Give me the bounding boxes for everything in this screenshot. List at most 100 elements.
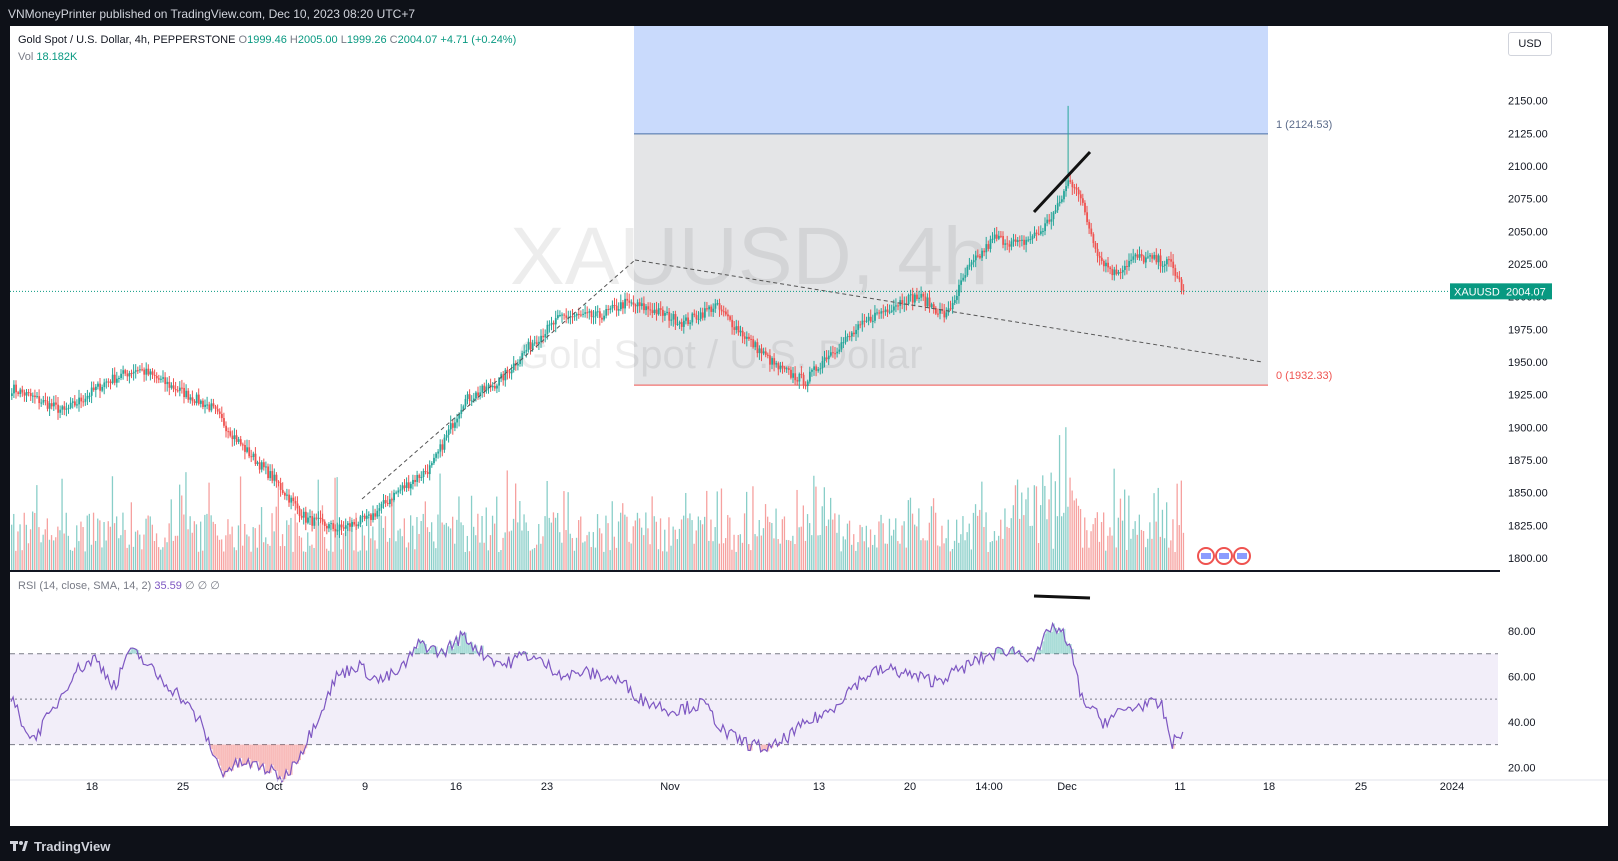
candle-body bbox=[267, 466, 269, 479]
candle-body bbox=[886, 309, 889, 313]
rsi-overbought-fill bbox=[128, 651, 131, 654]
candle-body bbox=[548, 324, 551, 326]
volume-bar bbox=[712, 541, 714, 570]
candle-body bbox=[617, 309, 620, 311]
volume-bar bbox=[1048, 499, 1050, 570]
volume-bar bbox=[172, 540, 174, 570]
volume-bar bbox=[53, 540, 55, 570]
volume-bar bbox=[823, 487, 825, 570]
rsi-overbought-fill bbox=[420, 642, 423, 654]
candle-body bbox=[964, 275, 967, 278]
symbol-description[interactable]: Gold Spot / U.S. Dollar, 4h, PEPPERSTONE bbox=[18, 34, 236, 46]
volume-bar bbox=[628, 541, 630, 570]
volume-bar bbox=[729, 517, 731, 570]
candle-body bbox=[1170, 259, 1172, 262]
chart-canvas[interactable]: 1 (2124.53) 0 (1932.33) XAUUSD, 4h Gold S… bbox=[10, 26, 1608, 826]
volume-bar bbox=[25, 524, 27, 570]
candle-body bbox=[391, 499, 393, 501]
candle-body bbox=[1067, 180, 1070, 187]
candle-body bbox=[907, 295, 910, 305]
candle-body bbox=[533, 342, 536, 344]
volume-bar bbox=[242, 545, 244, 570]
volume-bar bbox=[489, 535, 492, 570]
volume-bar bbox=[1042, 475, 1044, 570]
candle-body bbox=[844, 336, 847, 343]
candle-body bbox=[689, 322, 692, 324]
candle-body bbox=[368, 514, 370, 516]
candle-body bbox=[80, 397, 83, 402]
candle-body bbox=[59, 409, 62, 413]
volume-bar bbox=[452, 516, 454, 570]
currency-button[interactable]: USD bbox=[1508, 32, 1552, 56]
publisher-line: VNMoneyPrinter published on TradingView.… bbox=[8, 7, 416, 21]
volume-bar bbox=[647, 528, 649, 570]
volume-bar bbox=[256, 547, 258, 570]
rsi-overbought-fill bbox=[134, 648, 138, 654]
volume-bar bbox=[1094, 517, 1096, 570]
rsi-overbought-fill bbox=[454, 642, 457, 654]
rsi-oversold-fill bbox=[296, 744, 299, 764]
volume-bar bbox=[221, 539, 223, 570]
volume-bar bbox=[515, 483, 517, 570]
candle-body bbox=[655, 309, 658, 315]
candle-body bbox=[82, 401, 85, 403]
candle-body bbox=[44, 400, 47, 402]
candle-body bbox=[1128, 261, 1130, 267]
candle-body bbox=[958, 284, 960, 296]
volume-bar bbox=[277, 482, 279, 570]
volume-bar bbox=[313, 547, 315, 570]
watermark-symbol: XAUUSD, 4h bbox=[510, 211, 989, 302]
candle-body bbox=[464, 398, 467, 407]
volume-bar bbox=[899, 543, 901, 570]
volume-bar bbox=[869, 529, 872, 570]
open-label: O bbox=[238, 34, 248, 46]
volume-bar bbox=[483, 542, 485, 570]
candle-body bbox=[1000, 235, 1002, 237]
candle-body bbox=[372, 513, 374, 520]
volume-bar bbox=[706, 490, 708, 570]
candle-body bbox=[357, 524, 360, 527]
volume-bar bbox=[932, 498, 935, 570]
candle-body bbox=[458, 414, 461, 419]
candle-body bbox=[575, 313, 578, 316]
volume-bar bbox=[395, 541, 397, 570]
volume-bar bbox=[1155, 521, 1157, 570]
volume-bar bbox=[376, 548, 378, 570]
volume-bar bbox=[989, 542, 991, 570]
candle-body bbox=[588, 311, 591, 313]
chart-frame[interactable]: 1 (2124.53) 0 (1932.33) XAUUSD, 4h Gold S… bbox=[10, 26, 1608, 826]
candle-body bbox=[909, 294, 912, 296]
candle-body bbox=[166, 381, 169, 385]
volume-bar bbox=[1119, 498, 1122, 570]
candle-body bbox=[811, 369, 813, 372]
candle-body bbox=[878, 312, 881, 314]
candle-body bbox=[729, 316, 731, 320]
candle-body bbox=[475, 392, 477, 399]
candle-body bbox=[158, 378, 160, 380]
volume-bar bbox=[309, 545, 311, 570]
candle-body bbox=[443, 437, 446, 450]
volume-bar bbox=[437, 514, 439, 570]
rsi-label[interactable]: RSI (14, close, SMA, 14, 2) bbox=[18, 580, 152, 592]
candle-body bbox=[977, 255, 979, 257]
volume-bar bbox=[609, 550, 611, 570]
volume-bar bbox=[59, 530, 61, 570]
volume-bar bbox=[998, 535, 1000, 570]
candle-body bbox=[1130, 259, 1133, 262]
drawings-layer bbox=[10, 150, 1498, 600]
price-axis-tick: 2075.00 bbox=[1508, 194, 1548, 206]
volume-bar bbox=[607, 523, 609, 570]
candle-body bbox=[510, 369, 513, 374]
rsi-oversold-fill bbox=[260, 744, 264, 767]
volume-bar bbox=[657, 549, 660, 570]
volume-bar bbox=[210, 515, 212, 570]
candle-body bbox=[336, 530, 339, 532]
volume-bar bbox=[347, 526, 349, 570]
volume-bar bbox=[666, 551, 668, 570]
candle-body bbox=[174, 388, 177, 391]
volume-bar bbox=[206, 513, 208, 570]
candle-body bbox=[452, 423, 454, 428]
rsi-line bbox=[10, 621, 1184, 784]
volume-bar bbox=[517, 522, 519, 570]
rsi-overbought-fill bbox=[416, 648, 419, 654]
